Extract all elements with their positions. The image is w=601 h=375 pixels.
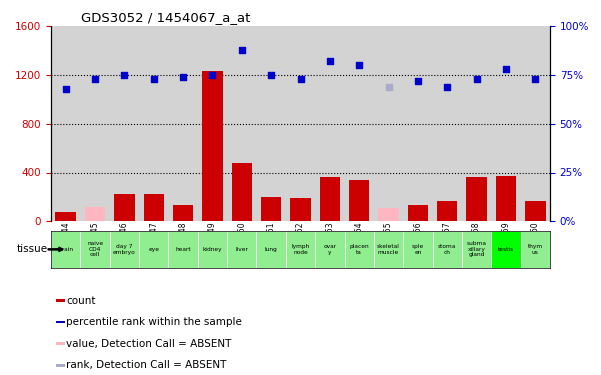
Text: GSM35547: GSM35547 (149, 222, 158, 263)
Text: brain: brain (58, 247, 73, 252)
Text: GSM35557: GSM35557 (443, 222, 452, 263)
Text: GSM35559: GSM35559 (501, 222, 510, 263)
Text: lung: lung (265, 247, 278, 252)
Bar (466, 177, 487, 221)
Text: subma
xillary
gland: subma xillary gland (466, 242, 487, 257)
Point (90, 76, 100, 82)
Bar (437, 201, 457, 221)
Bar (407, 206, 428, 221)
Bar (110, 231, 139, 268)
Bar (139, 231, 168, 268)
Text: rank, Detection Call = ABSENT: rank, Detection Call = ABSENT (67, 360, 227, 370)
Text: tissue: tissue (17, 244, 48, 254)
Text: GSM35552: GSM35552 (296, 222, 305, 263)
Bar (56, 364, 65, 367)
Bar (198, 231, 227, 268)
Point (61, 86, 70, 92)
Bar (344, 231, 374, 268)
Bar (496, 176, 516, 221)
Bar (51, 231, 81, 268)
Bar (378, 208, 399, 221)
Point (296, 76, 305, 82)
Text: kidney: kidney (203, 247, 222, 252)
Point (472, 76, 481, 82)
Text: heart: heart (175, 247, 191, 252)
Bar (257, 231, 286, 268)
Bar (290, 198, 311, 221)
Text: value, Detection Call = ABSENT: value, Detection Call = ABSENT (67, 339, 232, 349)
Point (178, 74, 188, 80)
Bar (85, 207, 105, 221)
Point (237, 46, 246, 53)
Point (266, 72, 276, 78)
Bar (173, 206, 194, 221)
Text: count: count (67, 296, 96, 306)
Bar (261, 197, 281, 221)
Point (383, 84, 393, 90)
Bar (81, 231, 110, 268)
Text: placen
ta: placen ta (349, 244, 369, 255)
Point (208, 72, 218, 78)
Text: GSM35551: GSM35551 (267, 222, 276, 263)
Text: thym
us: thym us (528, 244, 543, 255)
Bar (168, 231, 198, 268)
Point (413, 78, 423, 84)
Text: naive
CD4
cell: naive CD4 cell (87, 242, 103, 257)
Bar (403, 231, 433, 268)
Text: GSM35553: GSM35553 (325, 222, 334, 263)
Text: GSM35546: GSM35546 (120, 222, 129, 263)
Bar (349, 180, 370, 221)
Bar (227, 231, 257, 268)
Text: GSM35554: GSM35554 (355, 222, 364, 263)
Text: liver: liver (236, 247, 248, 252)
Text: GSM35558: GSM35558 (472, 222, 481, 263)
Bar (231, 163, 252, 221)
Point (120, 72, 129, 78)
Bar (56, 321, 65, 324)
Bar (520, 231, 550, 268)
Text: GSM35555: GSM35555 (384, 222, 393, 263)
Text: GDS3052 / 1454067_a_at: GDS3052 / 1454067_a_at (81, 11, 251, 24)
Text: GSM35550: GSM35550 (237, 222, 246, 263)
Bar (374, 231, 403, 268)
Bar (320, 177, 340, 221)
Text: GSM35545: GSM35545 (91, 222, 100, 263)
Point (325, 58, 335, 64)
Text: GSM35548: GSM35548 (178, 222, 188, 263)
Bar (56, 299, 65, 302)
Bar (56, 342, 65, 345)
Text: day 7
embryо: day 7 embryо (113, 244, 136, 255)
Text: GSM35549: GSM35549 (208, 222, 217, 263)
Text: GSM35560: GSM35560 (531, 222, 540, 263)
Bar (433, 231, 462, 268)
Text: eye: eye (148, 247, 159, 252)
Point (531, 76, 540, 82)
Bar (315, 231, 344, 268)
Bar (114, 194, 135, 221)
Text: ovar
y: ovar y (323, 244, 337, 255)
Bar (55, 211, 76, 221)
Bar (202, 71, 223, 221)
Point (501, 66, 511, 72)
Text: sple
en: sple en (412, 244, 424, 255)
Text: percentile rank within the sample: percentile rank within the sample (67, 317, 242, 327)
Bar (525, 201, 546, 221)
Bar (462, 231, 491, 268)
Bar (286, 231, 315, 268)
Text: stoma
ch: stoma ch (438, 244, 456, 255)
Bar (491, 231, 520, 268)
Text: testis: testis (498, 247, 514, 252)
Bar (144, 194, 164, 221)
Text: skeletal
muscle: skeletal muscle (377, 244, 400, 255)
Text: GSM35544: GSM35544 (61, 222, 70, 263)
Point (355, 62, 364, 68)
Text: lymph
node: lymph node (291, 244, 310, 255)
Point (149, 76, 159, 82)
Point (442, 84, 452, 90)
Text: GSM35556: GSM35556 (413, 222, 423, 263)
